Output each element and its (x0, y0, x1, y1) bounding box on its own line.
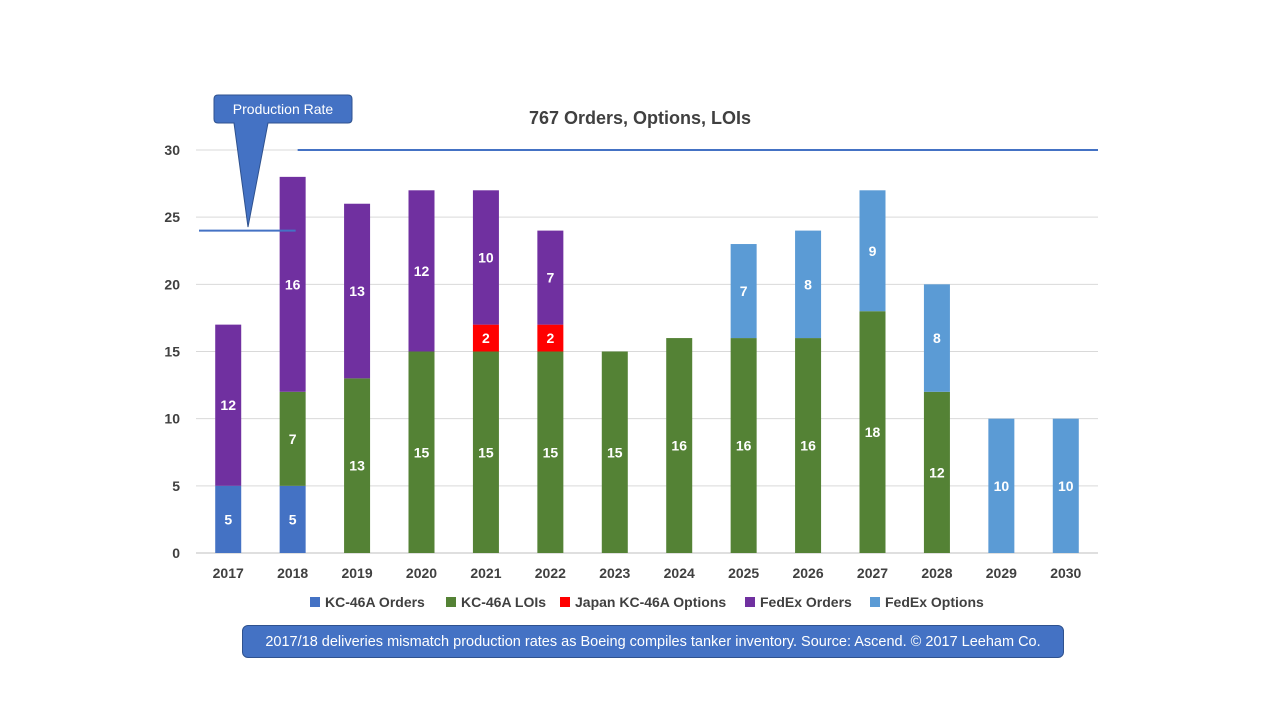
bar-segment (923, 284, 950, 392)
y-tick-label: 30 (164, 142, 180, 158)
data-label: 15 (414, 444, 430, 460)
bar-segment (730, 244, 757, 339)
bar-segment (537, 351, 564, 553)
source-caption: 2017/18 deliveries mismatch production r… (242, 625, 1064, 658)
data-label: 13 (349, 458, 365, 474)
bar-segment (859, 311, 886, 553)
legend-swatch (446, 597, 456, 607)
x-tick-label: 2028 (921, 565, 952, 581)
data-label: 8 (804, 276, 812, 292)
legend-swatch (310, 597, 320, 607)
bar-segment (601, 351, 628, 553)
bar-segment (408, 351, 435, 553)
x-tick-label: 2027 (857, 565, 888, 581)
data-label: 5 (289, 511, 297, 527)
bar-segment (666, 338, 693, 553)
data-label: 12 (220, 397, 236, 413)
data-label: 18 (865, 424, 881, 440)
bar-segment (279, 391, 306, 486)
bar-segment (988, 418, 1015, 553)
legend-label: FedEx Options (885, 594, 984, 610)
x-tick-label: 2025 (728, 565, 759, 581)
bar-segment (472, 324, 499, 352)
data-label: 10 (1058, 478, 1074, 494)
data-label: 5 (224, 511, 232, 527)
data-label: 15 (478, 444, 494, 460)
y-tick-label: 5 (172, 478, 180, 494)
data-label: 9 (869, 243, 877, 259)
bar-segment (344, 378, 371, 553)
data-label: 2 (546, 330, 554, 346)
production-rate-callout (213, 94, 353, 228)
data-label: 7 (289, 431, 297, 447)
bar-segment (408, 190, 435, 352)
legend-label: KC-46A Orders (325, 594, 425, 610)
x-tick-label: 2017 (213, 565, 244, 581)
legend: KC-46A Orders KC-46A LOIs Japan KC-46A Opt… (310, 594, 984, 610)
data-label: 7 (740, 283, 748, 299)
bar-segment (1052, 418, 1079, 553)
data-label: 16 (285, 276, 301, 292)
legend-label: Japan KC-46A Options (575, 594, 726, 610)
x-tick-label: 2019 (341, 565, 372, 581)
data-label: 12 (414, 263, 430, 279)
data-label: 2 (482, 330, 490, 346)
legend-label: KC-46A LOIs (461, 594, 546, 610)
x-tick-label: 2022 (535, 565, 566, 581)
x-tick-label: 2020 (406, 565, 437, 581)
bar-segment (279, 176, 306, 392)
bar-segment (279, 485, 306, 553)
data-label: 8 (933, 330, 941, 346)
data-label: 15 (607, 444, 623, 460)
x-tick-label: 2029 (986, 565, 1017, 581)
bar-segment (215, 485, 242, 553)
bar-segment (859, 190, 886, 312)
data-label: 10 (994, 478, 1010, 494)
y-axis-ticks: 0 5 10 15 20 25 30 (164, 142, 180, 561)
bar-segment (537, 324, 564, 352)
data-label: 13 (349, 283, 365, 299)
data-label: 16 (800, 438, 816, 454)
callout-shape (213, 94, 353, 228)
bar-segment (472, 190, 499, 325)
x-tick-label: 2026 (792, 565, 823, 581)
data-label: 12 (929, 464, 945, 480)
legend-label: FedEx Orders (760, 594, 852, 610)
bar-segment (537, 230, 564, 325)
gridlines (196, 149, 1098, 554)
y-tick-label: 0 (172, 545, 180, 561)
x-tick-label: 2024 (664, 565, 695, 581)
y-tick-label: 20 (164, 276, 180, 292)
legend-swatch (870, 597, 880, 607)
bar-segment (795, 338, 822, 553)
bars: 5 12 5 7 16 13 13 15 12 15 2 10 15 2 7 15 16 16 7 16 8 18 9 12 8… (215, 176, 1079, 553)
chart-title: 767 Orders, Options, LOIs (529, 108, 751, 128)
x-axis-ticks: 2017 2018 2019 2020 2021 2022 2023 2024 2025 2026… (213, 565, 1082, 581)
y-tick-label: 25 (164, 209, 180, 225)
data-label: 15 (543, 444, 559, 460)
data-label: 16 (671, 438, 687, 454)
data-label: 10 (478, 249, 494, 265)
callout-label: Production Rate (232, 101, 334, 117)
bar-segment (215, 324, 242, 486)
legend-swatch (745, 597, 755, 607)
production-rate-lines (199, 149, 1098, 232)
x-tick-label: 2021 (470, 565, 501, 581)
bar-segment (923, 391, 950, 553)
x-tick-label: 2018 (277, 565, 308, 581)
bar-segment (795, 230, 822, 339)
x-tick-label: 2030 (1050, 565, 1081, 581)
legend-swatch (560, 597, 570, 607)
y-tick-label: 10 (164, 411, 180, 427)
x-tick-label: 2023 (599, 565, 630, 581)
bar-segment (344, 203, 371, 379)
data-label: 7 (546, 270, 554, 286)
data-label: 16 (736, 438, 752, 454)
bar-segment (730, 338, 757, 553)
y-tick-label: 15 (164, 344, 180, 360)
bar-segment (472, 351, 499, 553)
